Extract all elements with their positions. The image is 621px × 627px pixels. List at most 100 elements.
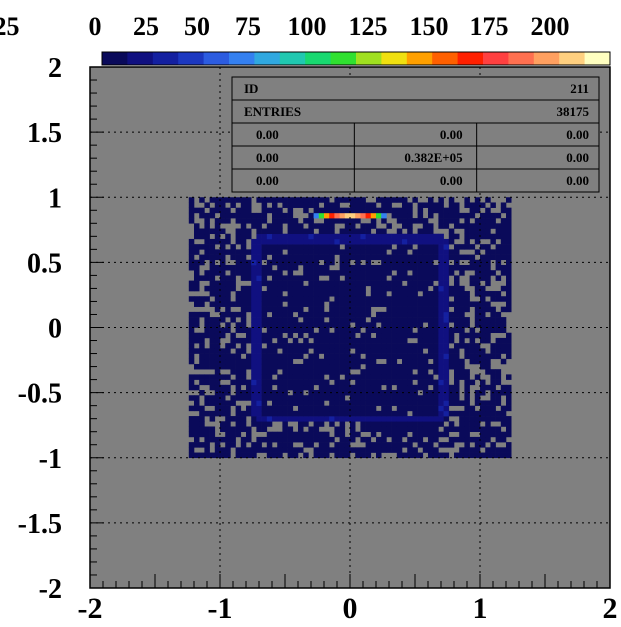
heatmap-cell: [365, 369, 372, 375]
heatmap-cell: [402, 395, 408, 401]
heatmap-cell: [292, 202, 299, 208]
heatmap-cell: [490, 223, 496, 229]
heatmap-cell: [506, 212, 512, 219]
heatmap-cell: [318, 197, 325, 203]
heatmap-cell: [370, 291, 377, 297]
stats-matrix-cell: 0.00: [256, 173, 279, 188]
heatmap-cell: [407, 228, 413, 235]
heatmap-cell: [438, 442, 444, 448]
heatmap-cell: [485, 332, 491, 339]
heatmap-cell: [474, 353, 481, 360]
heatmap-cell: [386, 270, 392, 276]
heatmap-cell: [298, 233, 304, 240]
heatmap-cell: [448, 301, 455, 307]
heatmap-cell: [303, 254, 309, 261]
heatmap-cell: [485, 212, 491, 219]
heatmap-cell: [220, 280, 226, 287]
heatmap-cell: [303, 317, 309, 323]
heatmap-cell: [261, 264, 268, 271]
heatmap-cell: [308, 244, 314, 250]
heatmap-cell: [443, 410, 450, 417]
heatmap-cell: [313, 337, 320, 344]
heatmap-cell: [225, 327, 231, 334]
heatmap-cell: [251, 212, 257, 219]
heatmap-cell: [386, 447, 392, 453]
heatmap-cell: [391, 249, 398, 255]
heatmap-cell: [313, 264, 320, 271]
heatmap-cell: [428, 291, 434, 297]
heatmap-cell: [433, 384, 439, 391]
heatmap-cell: [433, 249, 439, 255]
heatmap-cell: [407, 374, 413, 380]
heatmap-cell: [355, 280, 361, 287]
heatmap-cell: [194, 301, 200, 307]
heatmap-cell: [188, 447, 195, 453]
heatmap-cell: [246, 301, 252, 307]
heatmap-cell: [396, 405, 403, 412]
heatmap-cell: [480, 296, 486, 302]
heatmap-cell: [495, 233, 502, 240]
heatmap-cell: [334, 337, 340, 344]
heatmap-cell: [282, 238, 288, 245]
heatmap-cell: [251, 421, 257, 427]
heatmap-cell: [188, 238, 195, 245]
heatmap-cell: [490, 353, 496, 360]
heatmap-cell: [303, 374, 309, 380]
heatmap-cell: [225, 264, 231, 271]
heatmap-cell: [428, 436, 434, 443]
heatmap-cell: [298, 332, 304, 339]
heatmap-cell: [500, 343, 507, 349]
heatmap-cell: [381, 442, 387, 448]
heatmap-cell: [386, 390, 392, 396]
heatmap-cell: [376, 249, 382, 255]
heatmap-cell: [277, 238, 283, 245]
heatmap-cell: [464, 410, 470, 417]
heatmap-cell: [287, 400, 294, 406]
heatmap-cell: [287, 202, 294, 208]
heatmap-cell: [194, 395, 200, 401]
heatmap-cell: [214, 218, 221, 224]
heatmap-cell: [480, 212, 486, 219]
heatmap-cell: [506, 390, 512, 396]
heatmap-cell: [266, 337, 273, 344]
heatmap-cell: [474, 311, 481, 318]
heatmap-cell: [443, 259, 450, 266]
heatmap-cell: [370, 395, 377, 401]
heatmap-cell: [287, 228, 294, 235]
heatmap-cell: [313, 395, 320, 401]
heatmap-cell: [272, 223, 278, 229]
heatmap-cell: [256, 348, 262, 354]
heatmap-cell: [422, 358, 429, 365]
heatmap-cell: [438, 395, 444, 401]
heatmap-cell: [422, 379, 429, 386]
heatmap-cell: [287, 452, 294, 459]
heatmap-cell: [282, 202, 288, 208]
heatmap-cell: [188, 358, 195, 365]
heatmap-cell: [329, 436, 335, 443]
heatmap-cell: [433, 202, 439, 208]
heatmap-cell: [428, 259, 434, 266]
heatmap-cell: [360, 285, 366, 292]
heatmap-cell: [214, 374, 221, 380]
heatmap-cell: [350, 436, 356, 443]
heatmap-cell: [376, 197, 382, 203]
heatmap-cell: [396, 233, 403, 240]
heatmap-cell: [251, 374, 257, 380]
heatmap-cell: [495, 228, 502, 235]
heatmap-cell: [277, 296, 283, 302]
heatmap-cell: [428, 270, 434, 276]
heatmap-cell: [386, 374, 392, 380]
heatmap-cell: [308, 405, 314, 412]
heatmap-cell: [360, 395, 366, 401]
heatmap-cell: [230, 332, 236, 339]
heatmap-cell: [199, 207, 205, 214]
heatmap-cell: [506, 337, 512, 344]
heatmap-cell: [391, 348, 398, 354]
heatmap-cell: [443, 332, 450, 339]
heatmap-cell: [188, 264, 195, 271]
heatmap-cell: [402, 363, 408, 370]
heatmap-cell: [282, 395, 288, 401]
heatmap-cell: [480, 358, 486, 365]
heatmap-cell: [188, 416, 195, 422]
heatmap-cell: [459, 436, 465, 443]
